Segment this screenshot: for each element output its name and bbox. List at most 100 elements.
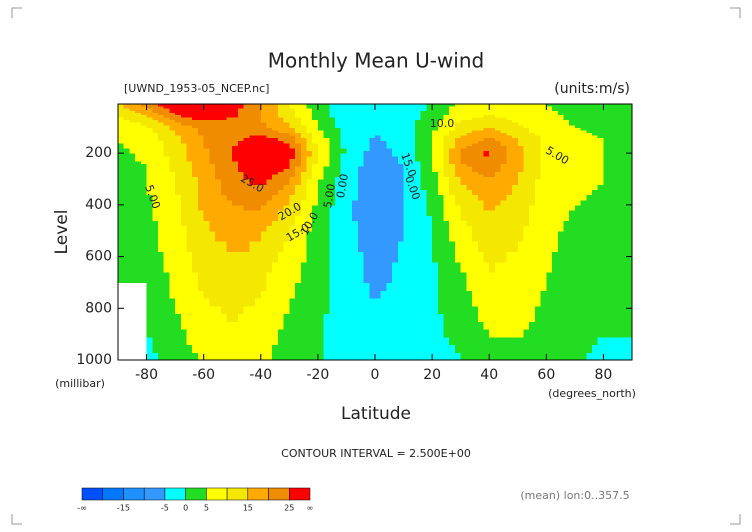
field-cell bbox=[477, 176, 485, 180]
field-cell bbox=[169, 153, 176, 157]
field-cell bbox=[557, 142, 565, 146]
field-cell bbox=[323, 204, 330, 211]
field-cell bbox=[317, 135, 325, 139]
field-cell bbox=[500, 178, 507, 185]
field-cell bbox=[403, 171, 410, 175]
field-cell bbox=[563, 160, 570, 165]
field-cell bbox=[500, 210, 507, 216]
x-tick-label: 40 bbox=[480, 367, 498, 383]
colorbar-swatch bbox=[81, 487, 103, 501]
field-cell bbox=[546, 305, 553, 315]
field-cell bbox=[586, 155, 593, 159]
field-cell bbox=[414, 282, 422, 291]
field-cell bbox=[386, 147, 393, 152]
field-cell bbox=[529, 163, 536, 167]
field-cell bbox=[586, 272, 593, 284]
field-cell bbox=[460, 160, 467, 165]
field-cell bbox=[197, 199, 205, 206]
field-cell bbox=[586, 215, 593, 221]
field-cell bbox=[300, 184, 308, 190]
field-cell bbox=[203, 210, 210, 216]
field-cell bbox=[574, 135, 582, 139]
field-cell bbox=[277, 158, 285, 162]
field-cell bbox=[443, 199, 450, 206]
field-cell bbox=[272, 160, 279, 165]
field-cell bbox=[352, 135, 359, 139]
field-cell bbox=[140, 119, 148, 123]
field-cell bbox=[592, 142, 599, 146]
field-cell bbox=[477, 110, 485, 113]
field-cell bbox=[312, 178, 319, 185]
field-cell bbox=[152, 112, 159, 115]
field-cell bbox=[232, 150, 239, 154]
field-cell bbox=[340, 110, 348, 113]
field-cell bbox=[306, 163, 313, 167]
field-cell bbox=[460, 132, 467, 136]
field-cell bbox=[420, 173, 427, 178]
field-cell bbox=[386, 155, 393, 159]
field-cell bbox=[277, 142, 285, 146]
field-cell bbox=[552, 173, 559, 178]
field-cell bbox=[386, 112, 393, 115]
field-cell bbox=[443, 178, 450, 185]
field-cell bbox=[426, 135, 433, 139]
field-cell bbox=[574, 313, 582, 322]
x-tick-label: 0 bbox=[371, 367, 380, 383]
field-cell bbox=[420, 305, 427, 315]
field-cell bbox=[323, 104, 330, 107]
field-cell bbox=[574, 127, 582, 131]
field-cell bbox=[237, 110, 245, 113]
field-cell bbox=[163, 127, 170, 131]
field-cell bbox=[626, 241, 633, 252]
field-cell bbox=[340, 220, 348, 227]
field-cell bbox=[557, 171, 565, 175]
field-cell bbox=[460, 194, 467, 201]
field-cell bbox=[494, 251, 502, 263]
field-cell bbox=[574, 352, 582, 361]
field-cell bbox=[592, 290, 599, 299]
field-cell bbox=[306, 241, 313, 252]
field-cell bbox=[392, 108, 399, 111]
field-cell bbox=[375, 166, 382, 170]
field-cell bbox=[209, 150, 216, 154]
field-cell bbox=[340, 184, 348, 190]
field-cell bbox=[409, 155, 416, 159]
field-cell bbox=[454, 194, 462, 201]
field-cell bbox=[249, 336, 256, 346]
field-cell bbox=[118, 108, 125, 111]
field-cell bbox=[215, 132, 222, 136]
field-cell bbox=[529, 114, 536, 118]
field-cell bbox=[243, 110, 250, 113]
field-cell bbox=[192, 163, 199, 167]
field-cell bbox=[249, 173, 256, 178]
field-cell bbox=[369, 210, 376, 216]
field-cell bbox=[255, 108, 262, 111]
field-cell bbox=[220, 104, 228, 107]
field-cell bbox=[609, 173, 616, 178]
field-cell bbox=[523, 251, 530, 263]
field-cell bbox=[295, 241, 302, 252]
field-cell bbox=[437, 178, 445, 185]
field-cell bbox=[260, 261, 268, 273]
field-cell bbox=[437, 158, 445, 162]
field-cell bbox=[215, 158, 222, 162]
field-cell bbox=[449, 142, 456, 146]
field-cell bbox=[352, 137, 359, 141]
field-cell bbox=[272, 210, 279, 216]
field-cell bbox=[289, 184, 296, 190]
field-cell bbox=[506, 110, 513, 113]
field-cell bbox=[300, 305, 308, 315]
field-cell bbox=[335, 110, 342, 113]
field-cell bbox=[266, 163, 273, 167]
field-cell bbox=[443, 215, 450, 221]
field-cell bbox=[180, 184, 188, 190]
field-cell bbox=[586, 145, 593, 149]
field-cell bbox=[603, 210, 610, 216]
field-cell bbox=[420, 215, 427, 221]
field-cell bbox=[272, 166, 279, 170]
field-cell bbox=[403, 122, 410, 126]
field-cell bbox=[220, 184, 228, 190]
field-cell bbox=[226, 313, 233, 322]
field-cell bbox=[146, 204, 153, 211]
field-cell bbox=[283, 108, 290, 111]
